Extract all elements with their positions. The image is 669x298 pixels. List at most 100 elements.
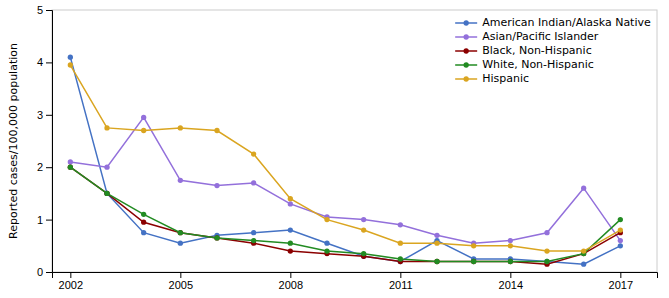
legend-item: White, Non-Hispanic	[455, 58, 594, 71]
tick: 2014	[499, 272, 523, 291]
tick-mark	[400, 272, 401, 278]
series-point	[214, 183, 219, 188]
series-point	[618, 243, 623, 248]
tick: 2002	[59, 272, 83, 291]
tick-mark	[46, 62, 52, 63]
series-point	[618, 227, 623, 232]
tick-label: 2005	[169, 279, 193, 291]
tick-mark	[70, 272, 71, 278]
series-point	[434, 259, 439, 264]
plot-frame	[52, 10, 657, 272]
tick: 3	[37, 109, 52, 121]
y-axis: 0 1 2 3 4 5	[37, 4, 53, 278]
series-point	[104, 191, 109, 196]
tick-label: 2014	[499, 279, 523, 291]
series-point	[471, 259, 476, 264]
tick-label: 2	[37, 161, 43, 173]
tick-mark	[290, 272, 291, 278]
series-point	[104, 191, 109, 196]
series-point	[581, 186, 586, 191]
series-point	[178, 230, 183, 235]
tick-label: 4	[37, 56, 43, 68]
tick-label: 2017	[609, 279, 633, 291]
series-point	[251, 180, 256, 185]
tick-label: 0	[37, 266, 43, 278]
series-point	[141, 115, 146, 120]
series-point	[104, 191, 109, 196]
tick-mark	[46, 10, 52, 11]
series-point	[471, 243, 476, 248]
series-point	[508, 259, 513, 264]
series-point	[288, 196, 293, 201]
tick: 2017	[609, 272, 633, 291]
tick-label: 5	[37, 4, 43, 16]
series-point	[324, 248, 329, 253]
tick: 4	[37, 56, 52, 68]
tick: 2	[37, 161, 52, 173]
series-point	[544, 230, 549, 235]
legend-item: Black, Non-Hispanic	[455, 44, 592, 57]
series-point	[544, 259, 549, 264]
series-point	[178, 230, 183, 235]
legend-marker	[464, 48, 469, 53]
legend-marker	[464, 20, 469, 25]
tick-mark	[46, 167, 52, 168]
series-point	[178, 125, 183, 130]
legend-marker	[464, 34, 469, 39]
series-point	[214, 235, 219, 240]
series-point	[618, 217, 623, 222]
legend-label: White, Non-Hispanic	[482, 58, 594, 71]
series-point	[68, 62, 73, 67]
series-point	[434, 241, 439, 246]
series-point	[214, 235, 219, 240]
tick: 0	[37, 266, 52, 278]
legend-marker	[464, 62, 469, 67]
legend-label: American Indian/Alaska Native	[482, 16, 651, 29]
series-point	[288, 241, 293, 246]
series-point	[398, 241, 403, 246]
series-point	[508, 259, 513, 264]
series-line	[70, 65, 620, 251]
tick-mark	[46, 115, 52, 116]
x-axis: 200220052008201120142017	[53, 272, 658, 291]
tick-label: 2002	[59, 279, 83, 291]
tick: 2005	[169, 272, 193, 291]
tick-mark	[620, 272, 621, 278]
tick-label: 1	[37, 214, 43, 226]
tick-mark	[46, 220, 52, 221]
series-point	[141, 128, 146, 133]
series-point	[288, 227, 293, 232]
series-line	[70, 57, 620, 264]
series-point	[141, 220, 146, 225]
chart: 200220052008201120142017012345American I…	[0, 0, 669, 298]
tick: 5	[37, 4, 52, 16]
series-point	[288, 248, 293, 253]
series-point	[361, 227, 366, 232]
tick-mark	[510, 272, 511, 278]
series-point	[398, 256, 403, 261]
tick-label: 3	[37, 109, 43, 121]
series-point	[581, 248, 586, 253]
series-point	[251, 238, 256, 243]
series-point	[471, 259, 476, 264]
tick-label: 2008	[279, 279, 303, 291]
series-point	[361, 251, 366, 256]
series-point	[618, 238, 623, 243]
series-point	[508, 243, 513, 248]
series-point	[434, 259, 439, 264]
series-point	[214, 128, 219, 133]
tick: 2008	[279, 272, 303, 291]
legend: American Indian/Alaska NativeAsian/Pacif…	[455, 16, 651, 85]
legend-item: American Indian/Alaska Native	[455, 16, 651, 29]
legend-item: Asian/Pacific Islander	[455, 30, 599, 43]
series-point	[361, 217, 366, 222]
series-point	[178, 178, 183, 183]
series-point	[104, 125, 109, 130]
series-point	[288, 201, 293, 206]
series-point	[68, 165, 73, 170]
legend-item: Hispanic	[455, 72, 529, 85]
series-line	[70, 167, 620, 261]
plot: 200220052008201120142017012345American I…	[37, 4, 658, 291]
legend-marker	[464, 76, 469, 81]
series-point	[68, 55, 73, 60]
